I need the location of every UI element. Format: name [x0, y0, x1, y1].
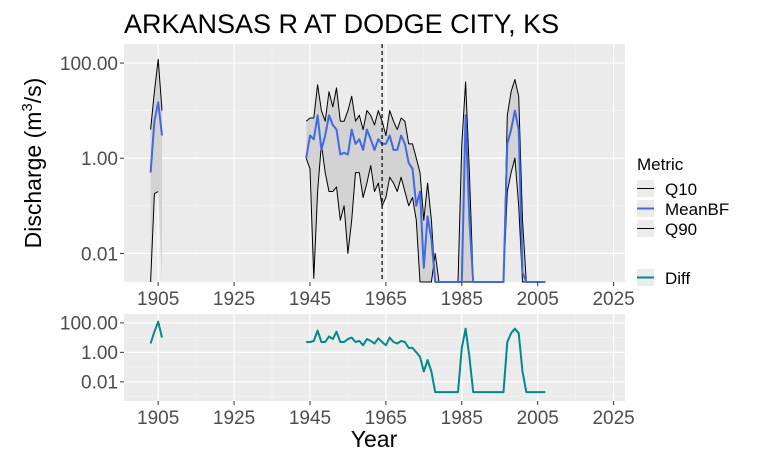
y-axis-title-unit: /s) — [20, 78, 46, 104]
q90-line — [150, 58, 163, 130]
bottom-y-axis: 0.01 1.00 100.00 — [60, 314, 124, 394]
y-tick-label: 1.00 — [81, 343, 118, 364]
x-tick-label: 1925 — [213, 408, 255, 429]
legend-title: Metric — [637, 155, 684, 174]
chart-title: ARKANSAS R AT DODGE CITY, KS — [124, 9, 559, 39]
x-tick-label: 2025 — [592, 408, 634, 429]
q10-line — [150, 191, 159, 283]
y-tick-label: 100.00 — [60, 54, 118, 75]
x-axis-title: Year — [351, 426, 398, 452]
x-tick-label: 1905 — [137, 408, 179, 429]
y-axis-title-exponent: 3 — [19, 103, 36, 111]
y-tick-label: 100.00 — [60, 314, 118, 335]
top-x-axis: 1905 1925 1945 1965 1985 2005 2025 — [137, 282, 635, 310]
diff-line — [149, 320, 163, 344]
x-tick-label: 1945 — [289, 408, 331, 429]
meanbf-line — [305, 109, 546, 283]
y-tick-label: 1.00 — [81, 149, 118, 170]
y-axis-title-main: Discharge (m — [20, 112, 46, 249]
x-tick-label: 2025 — [592, 289, 634, 310]
y-tick-label: 0.01 — [81, 244, 118, 265]
bottom-x-axis: 1905 1925 1945 1965 1985 2005 2025 — [137, 401, 635, 429]
top-y-axis: 0.01 1.00 100.00 — [60, 54, 124, 265]
x-tick-label: 2005 — [517, 289, 559, 310]
bottom-series-lines — [149, 320, 546, 394]
legend-label-q90: Q90 — [665, 220, 697, 239]
diff-line — [306, 327, 546, 394]
x-tick-label: 1985 — [441, 289, 483, 310]
x-tick-label: 1965 — [365, 289, 407, 310]
x-tick-label: 2005 — [517, 408, 559, 429]
legend: Metric Q10 MeanBF Q90 Diff — [637, 155, 729, 288]
bottom-panel-background — [124, 314, 625, 401]
legend-label-meanbf: MeanBF — [665, 200, 729, 219]
x-tick-label: 1965 — [365, 408, 407, 429]
bottom-gridlines — [124, 314, 625, 401]
legend-label-diff: Diff — [665, 269, 690, 288]
x-tick-label: 1905 — [137, 289, 179, 310]
x-tick-label: 1945 — [289, 289, 331, 310]
legend-label-q10: Q10 — [665, 180, 697, 199]
y-tick-label: 0.01 — [81, 373, 118, 394]
top-series-lines — [149, 58, 546, 283]
meanbf-line — [149, 101, 163, 173]
x-tick-label: 1925 — [213, 289, 255, 310]
y-axis-title: Discharge (m3/s) — [19, 78, 46, 249]
x-tick-label: 1985 — [441, 408, 483, 429]
